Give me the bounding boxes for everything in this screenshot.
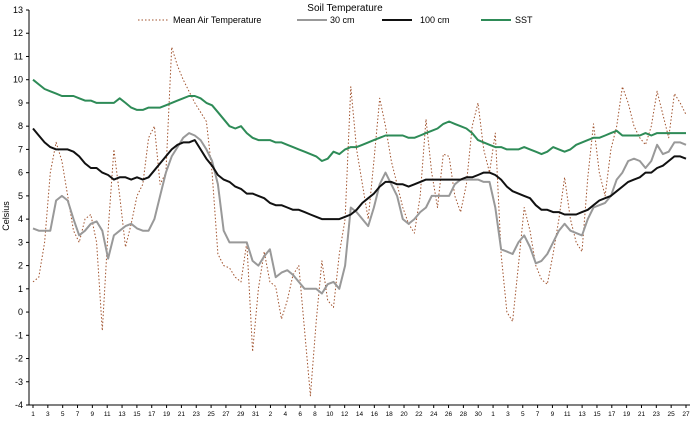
x-tick-label: 28	[460, 411, 468, 418]
y-tick-label: 1	[18, 284, 23, 294]
x-tick-label: 13	[118, 411, 126, 418]
x-tick-label: 23	[653, 411, 661, 418]
y-tick-label: 12	[13, 28, 23, 38]
x-tick-label: 25	[207, 411, 215, 418]
y-tick-label: 5	[18, 191, 23, 201]
x-tick-label: 11	[564, 411, 571, 418]
x-tick-label: 4	[283, 411, 287, 418]
x-tick-label: 24	[430, 411, 438, 418]
x-tick-label: 15	[593, 411, 601, 418]
x-tick-label: 3	[506, 411, 510, 418]
y-tick-label: 2	[18, 261, 23, 271]
y-tick-label: 9	[18, 98, 23, 108]
x-tick-label: 18	[386, 411, 394, 418]
legend-label: SST	[515, 15, 533, 25]
x-tick-label: 20	[400, 411, 408, 418]
x-tick-label: 26	[445, 411, 453, 418]
x-tick-label: 22	[415, 411, 423, 418]
legend: Mean Air Temperature 30 cm 100 cm SST	[138, 15, 533, 25]
y-tick-label: 10	[13, 75, 23, 85]
x-tick-label: 19	[163, 411, 171, 418]
y-tick-label: -3	[15, 377, 23, 387]
x-tick-label: 23	[193, 411, 201, 418]
x-tick-label: 29	[237, 411, 245, 418]
y-tick-label: 11	[14, 51, 23, 61]
x-tick-label: 5	[61, 411, 65, 418]
y-tick-label: 0	[18, 307, 23, 317]
x-tick-label: 2	[269, 411, 273, 418]
series-line-30-cm	[32, 132, 687, 295]
x-tick-label: 1	[31, 411, 35, 418]
x-tick-label: 1	[491, 411, 495, 418]
y-tick-label: -2	[15, 354, 23, 364]
x-tick-label: 7	[76, 411, 80, 418]
series-line-mean-air-temperature	[32, 46, 687, 397]
x-tick-label: 21	[638, 411, 646, 418]
y-tick-label: -1	[15, 330, 23, 340]
x-tick-label: 13	[578, 411, 586, 418]
y-tick-label: 6	[18, 168, 23, 178]
y-tick-label: 13	[13, 5, 23, 15]
x-tick-label: 15	[133, 411, 141, 418]
x-axis: 1 3 5 7 9 11 13 15 17 19 21 23 25 27 29 31 2 4 6 8 10 12 14 16 1…	[29, 404, 690, 418]
x-tick-label: 9	[551, 411, 555, 418]
y-tick-label: 8	[18, 121, 23, 131]
x-tick-label: 31	[252, 411, 260, 418]
x-tick-label: 7	[536, 411, 540, 418]
x-tick-label: 21	[178, 411, 186, 418]
x-tick-label: 19	[623, 411, 631, 418]
x-tick-label: 11	[104, 411, 111, 418]
series-line-sst	[32, 78, 686, 162]
series-line-100-cm	[32, 127, 687, 221]
x-tick-label: 9	[91, 411, 95, 418]
y-tick-label: -4	[15, 400, 23, 410]
x-tick-label: 6	[298, 411, 302, 418]
chart-title: Soil Temperature	[307, 3, 383, 14]
y-axis-label: Celsius	[1, 201, 11, 231]
x-tick-label: 17	[608, 411, 616, 418]
x-tick-label: 27	[682, 411, 690, 418]
x-tick-label: 16	[371, 411, 379, 418]
x-tick-label: 17	[148, 411, 156, 418]
x-tick-label: 5	[521, 411, 525, 418]
y-tick-label: 3	[18, 237, 23, 247]
plot-area	[32, 46, 687, 397]
x-tick-label: 8	[313, 411, 317, 418]
x-tick-label: 3	[46, 411, 50, 418]
y-tick-label: 4	[18, 214, 23, 224]
x-tick-label: 25	[668, 411, 676, 418]
legend-label: 30 cm	[330, 15, 355, 25]
x-tick-label: 14	[356, 411, 364, 418]
x-tick-label: 10	[326, 411, 334, 418]
legend-label: 100 cm	[420, 15, 450, 25]
x-tick-label: 30	[475, 411, 483, 418]
y-tick-label: 7	[18, 144, 23, 154]
x-tick-label: 27	[222, 411, 230, 418]
x-tick-label: 12	[341, 411, 349, 418]
legend-label: Mean Air Temperature	[173, 15, 261, 25]
